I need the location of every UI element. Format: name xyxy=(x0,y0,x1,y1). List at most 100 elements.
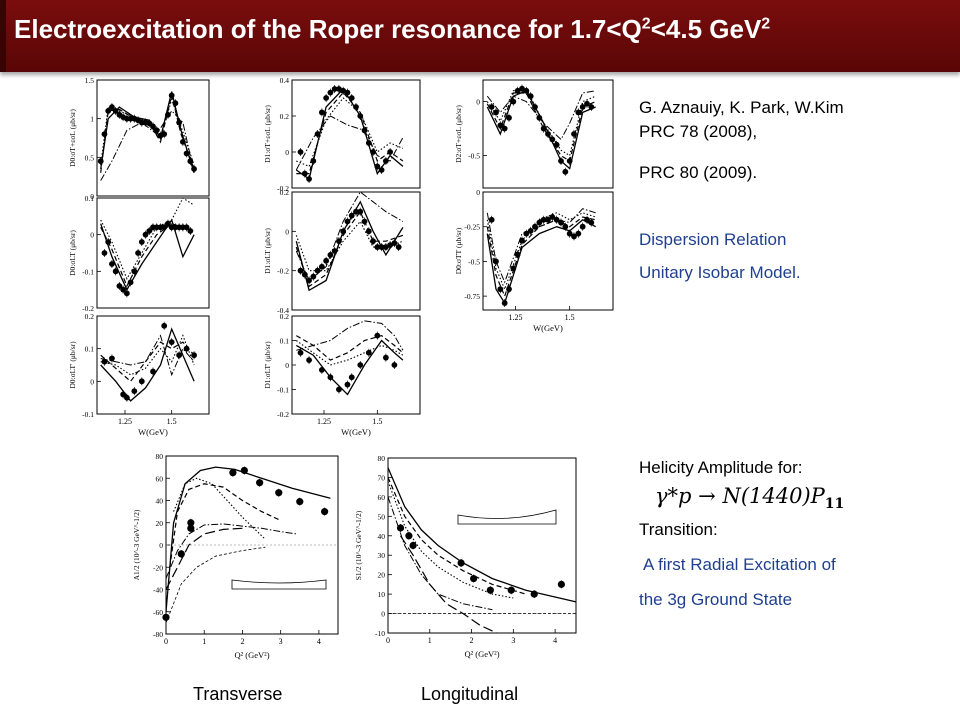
data-point-5-0 xyxy=(297,349,304,356)
data-point-1-17 xyxy=(165,220,171,227)
data-point-2-10 xyxy=(183,345,190,352)
model-curve-0-0 xyxy=(100,91,195,173)
data-point-3-2 xyxy=(306,176,312,182)
y-tick-label-8-0: -80 xyxy=(153,630,163,639)
reaction-formula-main: γ*p → N(1440)P xyxy=(655,484,825,508)
helicity-label: Helicity Amplitude for: xyxy=(639,458,803,477)
data-point-3-18 xyxy=(374,163,381,170)
model-curve-9-0 xyxy=(387,467,577,603)
data-point-4-7 xyxy=(327,252,334,258)
data-point-1-16 xyxy=(161,224,168,231)
data-point-7-22 xyxy=(584,216,590,223)
model-unitary-isobar: Unitary Isobar Model. xyxy=(639,263,801,282)
data-point-3-21 xyxy=(387,149,394,155)
data-point-5-4 xyxy=(336,386,342,393)
data-point-5-10 xyxy=(382,354,389,361)
data-point-1-8 xyxy=(131,268,138,275)
y-tick-label-2-0: -0.1 xyxy=(82,410,94,419)
y-axis-label-2: D0:σLT' (μb/sr) xyxy=(68,341,77,389)
y-tick-label-9-0: -10 xyxy=(375,629,385,638)
data-point-1-23 xyxy=(187,228,194,234)
y-tick-label-8-4: 0 xyxy=(159,541,163,550)
data-point-1-9 xyxy=(135,250,141,256)
data-point-8-9 xyxy=(321,508,329,516)
data-point-3-7 xyxy=(327,89,334,96)
data-point-4-5 xyxy=(318,263,325,270)
data-point-4-23 xyxy=(395,244,402,250)
y-tick-label-9-8: 70 xyxy=(378,473,386,482)
plot-frame-5 xyxy=(291,315,421,415)
data-point-9-5 xyxy=(486,586,494,594)
model-curve-3-2 xyxy=(296,97,404,168)
x-tick-label-9-0: 0 xyxy=(386,636,390,645)
model-curve-3-0 xyxy=(295,87,404,181)
y-tick-label-0-2: 1 xyxy=(90,115,94,124)
data-point-7-15 xyxy=(553,216,560,223)
data-point-5-9 xyxy=(374,332,381,339)
data-point-3-1 xyxy=(301,170,308,177)
data-point-7-4 xyxy=(506,286,512,293)
reference-line-1: G. Aznauiy, K. Park, W.Kim xyxy=(639,98,844,117)
y-tick-label-7-0: -0.75 xyxy=(464,292,480,301)
data-point-6-7 xyxy=(519,85,525,92)
y-tick-label-9-4: 30 xyxy=(378,551,386,560)
plot-frame-1 xyxy=(96,197,210,309)
data-point-9-2 xyxy=(409,541,417,550)
transition-label: Transition: xyxy=(639,520,718,539)
data-point-8-1 xyxy=(177,550,185,558)
x-tick-label-9-2: 2 xyxy=(470,636,474,645)
y-tick-label-1-0: -0.2 xyxy=(82,304,94,313)
data-point-7-19 xyxy=(571,233,577,240)
data-point-3-12 xyxy=(348,95,355,101)
y-tick-label-0-3: 1.5 xyxy=(85,76,95,85)
data-point-5-5 xyxy=(344,381,351,388)
x-tick-label-7-0: 1.25 xyxy=(509,313,523,322)
model-curve-9-1 xyxy=(387,477,527,595)
data-point-3-11 xyxy=(344,89,351,96)
data-point-4-22 xyxy=(391,240,398,247)
data-point-0-2 xyxy=(105,108,112,114)
plot-frame-0 xyxy=(96,79,210,197)
data-point-3-5 xyxy=(318,109,325,116)
data-point-6-9 xyxy=(527,93,534,100)
model-curve-2-0 xyxy=(100,327,195,402)
y-tick-label-8-1: -60 xyxy=(153,608,163,617)
model-curve-1-2 xyxy=(100,197,195,280)
data-point-6-5 xyxy=(510,98,517,105)
data-point-6-22 xyxy=(584,100,590,107)
data-point-2-6 xyxy=(150,368,156,375)
data-point-6-17 xyxy=(562,168,569,175)
model-curve-5-3 xyxy=(296,320,404,351)
model-curve-9-2 xyxy=(387,481,514,599)
data-point-1-12 xyxy=(146,228,153,234)
data-point-0-19 xyxy=(168,92,175,99)
y-axis-label-5: D1:σLT' (μb/sr) xyxy=(263,341,272,389)
data-point-3-19 xyxy=(378,167,385,173)
y-tick-label-8-5: 20 xyxy=(156,519,164,528)
reference-line-2: PRC 78 (2008), xyxy=(639,122,758,141)
y-tick-label-5-0: -0.2 xyxy=(277,410,289,419)
model-curve-0-3 xyxy=(100,110,195,181)
data-point-8-6 xyxy=(256,479,264,487)
data-point-0-14 xyxy=(150,123,156,130)
data-point-3-6 xyxy=(323,95,330,101)
title-bar: Electroexcitation of the Roper resonance… xyxy=(0,0,960,72)
data-point-4-0 xyxy=(297,267,304,274)
y-axis-label-3: D1:σT+εσL (μb/sr) xyxy=(263,105,272,163)
x-axis-label-7: W(GeV) xyxy=(533,323,563,333)
data-point-6-2 xyxy=(497,122,504,129)
data-point-7-12 xyxy=(540,216,547,223)
y-tick-label-8-8: 80 xyxy=(156,452,164,461)
data-point-2-4 xyxy=(131,388,138,395)
plot-frame-6 xyxy=(482,79,614,189)
data-point-7-23 xyxy=(588,219,595,226)
y-tick-label-9-6: 50 xyxy=(378,512,386,521)
x-tick-label-9-1: 1 xyxy=(428,636,432,645)
y-tick-label-5-4: 0.2 xyxy=(280,312,290,321)
y-tick-label-3-3: 0.4 xyxy=(280,76,290,85)
y-axis-label-6: D2:σT+εσL (μb/sr) xyxy=(454,105,463,163)
data-point-6-23 xyxy=(588,104,595,110)
y-tick-label-0-0: 0 xyxy=(90,192,94,201)
data-point-3-16 xyxy=(365,140,372,146)
data-point-3-8 xyxy=(331,86,338,92)
